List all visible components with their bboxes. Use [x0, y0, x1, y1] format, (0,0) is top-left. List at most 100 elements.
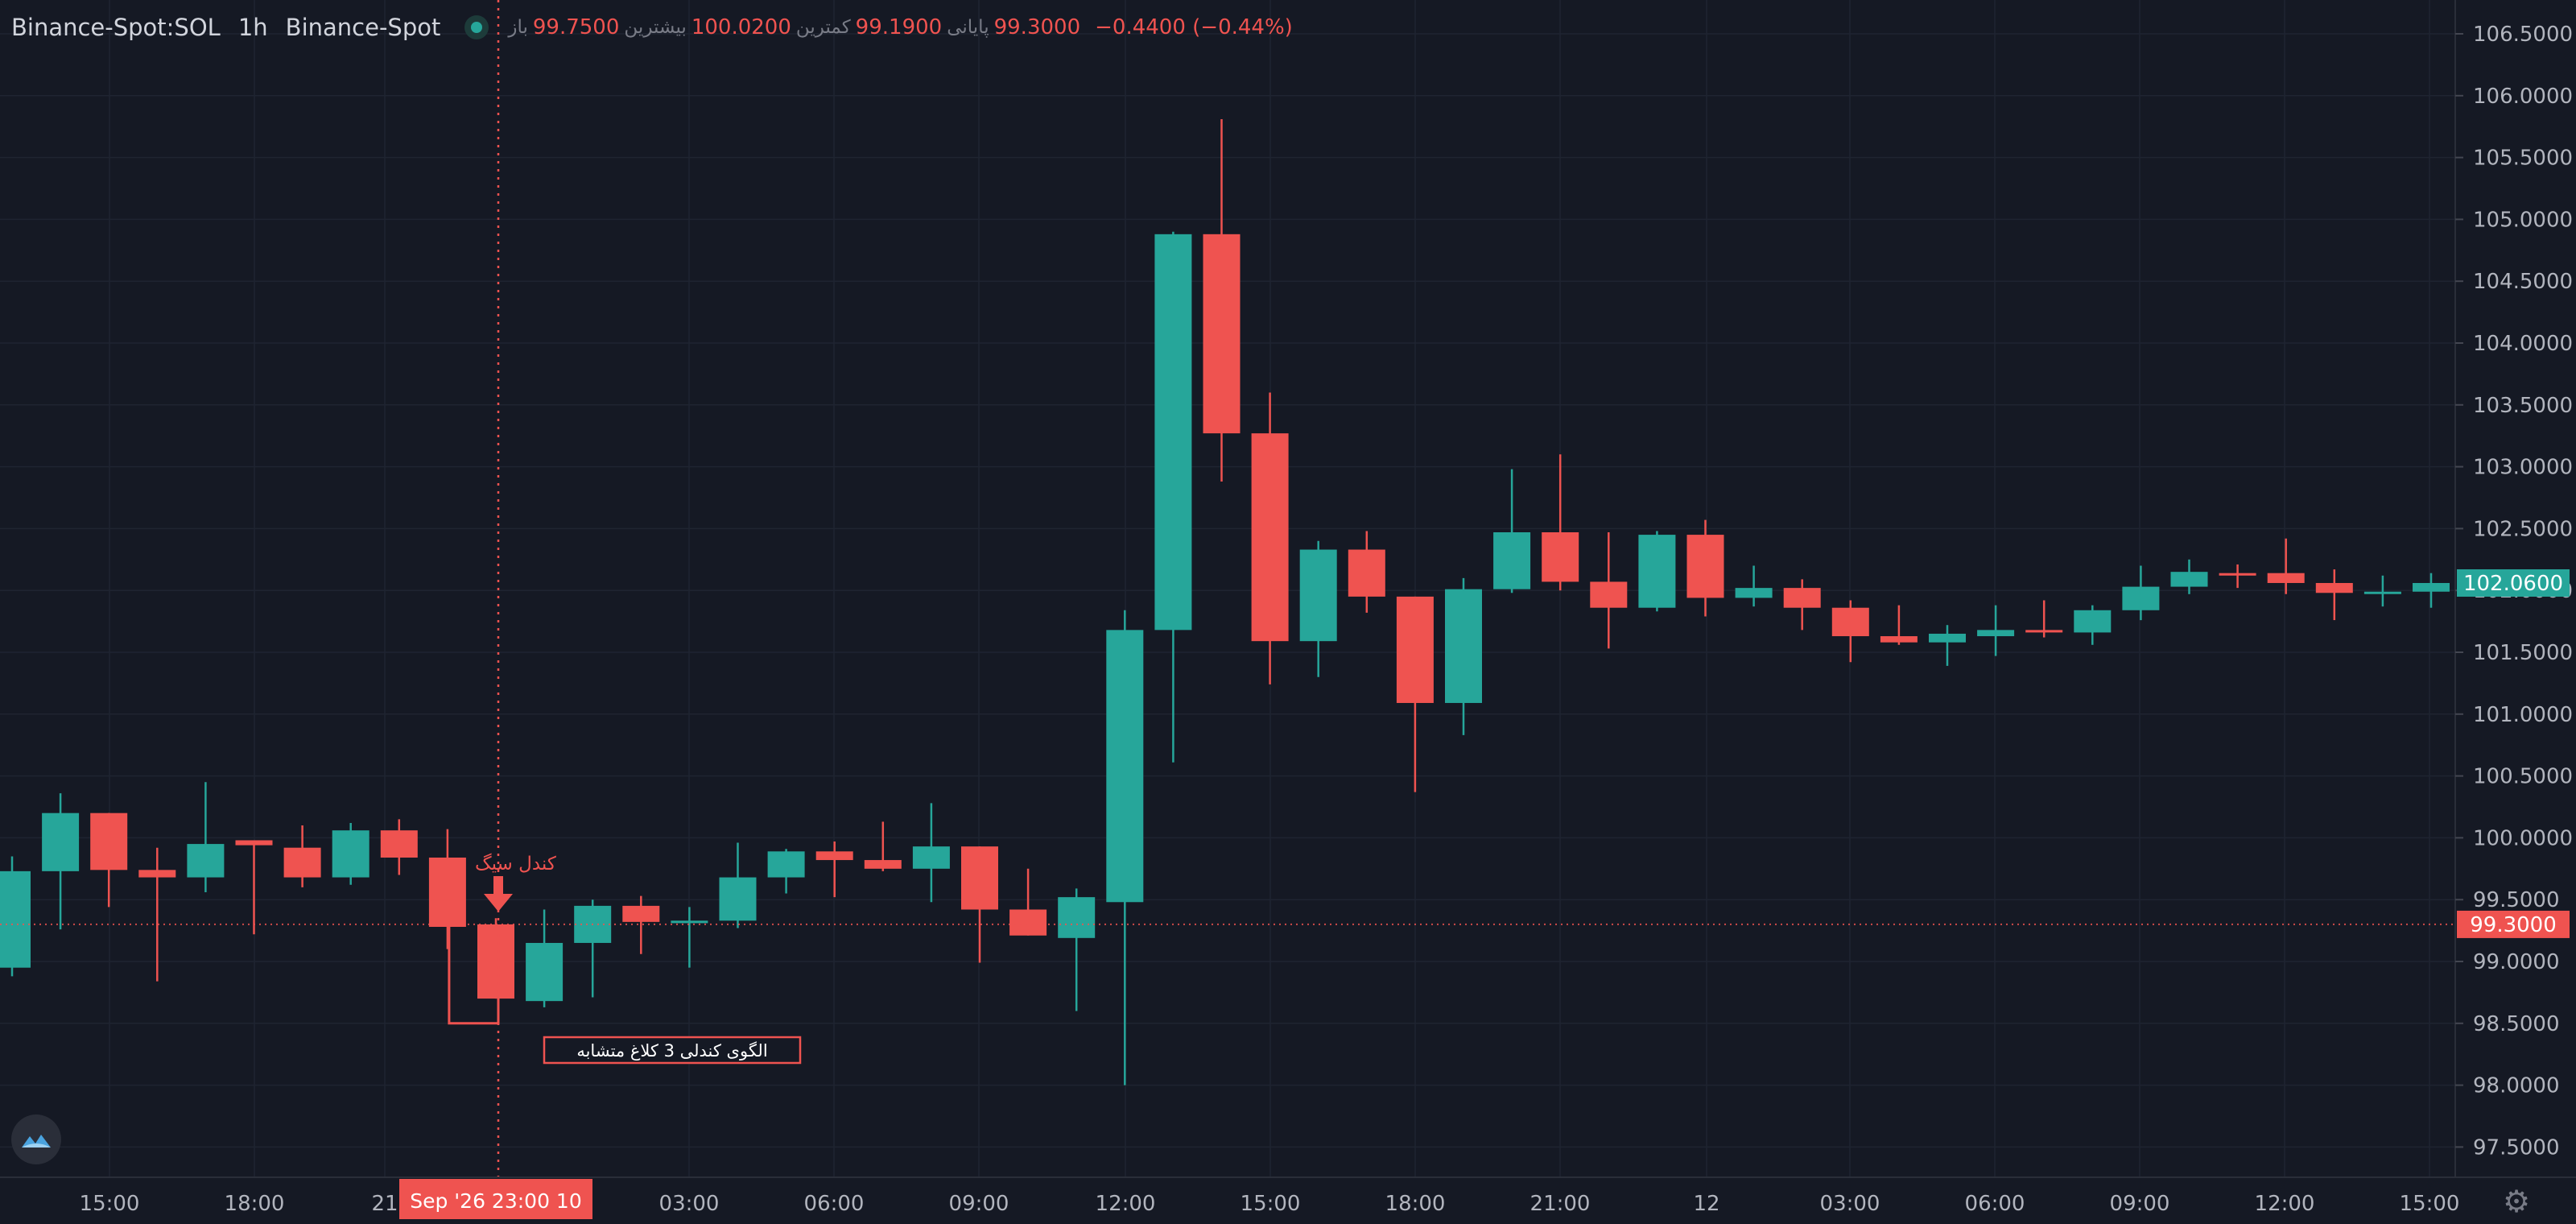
candle[interactable] [2267, 538, 2305, 594]
candle[interactable] [1203, 118, 1241, 482]
candle-body [1493, 532, 1531, 589]
candle[interactable] [767, 849, 805, 894]
candle[interactable] [187, 782, 225, 892]
candle[interactable] [1783, 579, 1821, 631]
candle[interactable] [1251, 392, 1289, 684]
candle-body [332, 830, 369, 878]
price-tick-label: 99.5000 [2473, 888, 2560, 912]
candle[interactable] [2122, 565, 2160, 621]
candle-body [767, 851, 805, 878]
crosshair [0, 0, 2455, 1177]
candle[interactable] [42, 793, 80, 930]
candle[interactable] [2363, 575, 2401, 607]
candle[interactable] [1154, 231, 1192, 763]
exchange-label: Binance-Spot [285, 14, 441, 41]
pattern-label-box [543, 1036, 802, 1065]
candle-body [380, 830, 418, 858]
candle[interactable] [1058, 888, 1096, 1011]
signal-arrow-icon [484, 894, 513, 912]
candles [0, 118, 2450, 1085]
candle[interactable] [671, 907, 708, 968]
candle[interactable] [719, 842, 757, 928]
candle[interactable] [2170, 559, 2208, 594]
candle[interactable] [1590, 532, 1628, 649]
candle[interactable] [332, 822, 369, 885]
candle[interactable] [864, 821, 902, 871]
candle[interactable] [526, 909, 564, 1007]
time-tick-label: 12 [1693, 1192, 1719, 1216]
candle-body [912, 846, 950, 869]
grid [0, 0, 2455, 1177]
candle[interactable] [1396, 596, 1434, 792]
candle[interactable] [1493, 469, 1531, 593]
candle[interactable] [1009, 868, 1047, 936]
candle[interactable] [0, 856, 31, 977]
candle[interactable] [1106, 610, 1144, 1085]
candle-body [90, 813, 128, 870]
candle-body [1783, 588, 1821, 608]
price-tick-label: 100.5000 [2473, 765, 2573, 789]
open-label: باز [508, 17, 528, 38]
candle[interactable] [1686, 519, 1724, 617]
candle[interactable] [2025, 600, 2063, 638]
interval-label[interactable]: 1h [237, 14, 268, 41]
close-label: پایانی [947, 17, 989, 38]
candle[interactable] [2074, 605, 2112, 645]
candle[interactable] [912, 803, 950, 903]
current-price-label: 102.0600 [2463, 572, 2563, 596]
candle[interactable] [1929, 625, 1966, 666]
candle[interactable] [1638, 531, 1676, 612]
candle[interactable] [428, 829, 466, 949]
candle[interactable] [1735, 565, 1773, 607]
candle[interactable] [1348, 531, 1385, 613]
time-tick-label: 03:00 [1820, 1192, 1880, 1216]
gear-icon[interactable]: ⚙ [2502, 1184, 2531, 1219]
candle[interactable] [235, 840, 273, 935]
candle-body [2219, 573, 2256, 576]
candle-body [1203, 234, 1241, 434]
candle[interactable] [1299, 540, 1337, 677]
candle-body [815, 851, 853, 861]
candle[interactable] [477, 918, 514, 999]
candle[interactable] [1880, 605, 1918, 645]
candle[interactable] [2315, 569, 2353, 621]
price-tick-label: 105.5000 [2473, 147, 2573, 171]
candle-body [1348, 549, 1385, 597]
price-tick-label: 101.5000 [2473, 641, 2573, 665]
candle-body [2074, 610, 2112, 633]
candle[interactable] [622, 895, 660, 954]
price-tick-label: 106.0000 [2473, 85, 2573, 109]
candle[interactable] [138, 847, 176, 982]
candle[interactable] [90, 813, 128, 908]
price-tick-label: 98.0000 [2473, 1074, 2560, 1098]
time-tick-label: 21 [371, 1192, 398, 1216]
crosshair-price-label: 99.3000 [2470, 913, 2557, 937]
open-value: 99.7500 [532, 15, 620, 39]
candle[interactable] [1977, 605, 2015, 656]
candle-body [187, 844, 225, 878]
candle[interactable] [961, 846, 998, 963]
candle[interactable] [283, 825, 321, 887]
candle[interactable] [2413, 573, 2450, 608]
candle[interactable] [1445, 577, 1482, 735]
status-dot-icon [464, 15, 489, 39]
candle[interactable] [574, 899, 612, 998]
candle[interactable] [380, 819, 418, 875]
cloud-logo-icon[interactable] [11, 1114, 61, 1164]
candle[interactable] [815, 842, 853, 898]
candle[interactable] [1831, 600, 1869, 663]
price-tick-label: 105.0000 [2473, 208, 2573, 232]
symbol-name[interactable]: Binance-Spot:SOL [11, 14, 221, 41]
candle[interactable] [2219, 564, 2256, 589]
candle-body [2122, 586, 2160, 610]
price-tick-label: 97.5000 [2473, 1135, 2560, 1160]
candle-body [1735, 588, 1773, 598]
time-tick-label: 15:00 [2400, 1192, 2460, 1216]
candle[interactable] [1542, 454, 1579, 591]
symbol-legend: Binance-Spot:SOL 1h Binance-Spot باز 99.… [11, 8, 1293, 47]
time-tick-label: 12:00 [1096, 1192, 1156, 1216]
candle-body [2363, 591, 2401, 594]
candle-body [719, 877, 757, 921]
